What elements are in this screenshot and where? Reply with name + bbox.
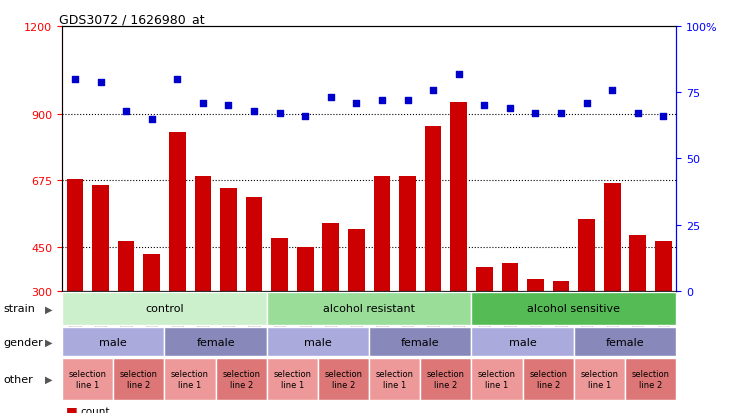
- Point: [273, 111, 285, 117]
- Bar: [578, 219, 595, 291]
- Bar: [629, 235, 646, 291]
- Bar: [246, 197, 262, 291]
- Bar: [471, 327, 574, 357]
- Text: female: female: [401, 337, 439, 347]
- Point: [222, 103, 234, 109]
- Text: male: male: [509, 337, 537, 347]
- Text: other: other: [4, 374, 34, 384]
- Bar: [67, 180, 83, 291]
- Point: [606, 87, 618, 94]
- Text: gender: gender: [4, 337, 43, 347]
- Point: [632, 111, 644, 117]
- Bar: [164, 358, 216, 400]
- Text: male: male: [99, 337, 127, 347]
- Bar: [62, 358, 113, 400]
- Bar: [267, 327, 369, 357]
- Text: selection
line 1: selection line 1: [376, 369, 414, 389]
- Bar: [297, 247, 314, 291]
- Bar: [113, 358, 164, 400]
- Bar: [267, 292, 471, 325]
- Bar: [194, 177, 211, 291]
- Bar: [369, 327, 471, 357]
- Bar: [169, 133, 186, 291]
- Point: [427, 87, 439, 94]
- Bar: [501, 263, 518, 291]
- Text: selection
line 2: selection line 2: [120, 369, 158, 389]
- Point: [376, 97, 387, 104]
- Bar: [655, 241, 672, 291]
- Text: male: male: [304, 337, 332, 347]
- Text: selection
line 2: selection line 2: [632, 369, 670, 389]
- Text: ▶: ▶: [45, 304, 53, 314]
- Bar: [553, 281, 569, 291]
- Point: [529, 111, 541, 117]
- Bar: [420, 358, 471, 400]
- Text: control: control: [145, 304, 183, 314]
- Text: count: count: [80, 406, 110, 413]
- Bar: [92, 185, 109, 291]
- Point: [300, 114, 311, 120]
- Point: [478, 103, 490, 109]
- Point: [120, 108, 132, 115]
- Text: selection
line 1: selection line 1: [580, 369, 618, 389]
- Bar: [574, 327, 676, 357]
- Bar: [318, 358, 369, 400]
- Bar: [574, 358, 625, 400]
- Text: ■: ■: [66, 404, 77, 413]
- Bar: [271, 238, 288, 291]
- Bar: [322, 223, 339, 291]
- Bar: [471, 358, 523, 400]
- Text: GDS3072 / 1626980_at: GDS3072 / 1626980_at: [59, 13, 205, 26]
- Bar: [164, 327, 267, 357]
- Point: [402, 97, 414, 104]
- Bar: [143, 254, 160, 291]
- Text: female: female: [606, 337, 644, 347]
- Bar: [118, 241, 135, 291]
- Point: [581, 100, 593, 107]
- Bar: [476, 268, 493, 291]
- Text: selection
line 1: selection line 1: [273, 369, 311, 389]
- Point: [351, 100, 363, 107]
- Bar: [374, 177, 390, 291]
- Bar: [62, 292, 267, 325]
- Bar: [216, 358, 267, 400]
- Text: ▶: ▶: [45, 337, 53, 347]
- Text: selection
line 2: selection line 2: [325, 369, 363, 389]
- Bar: [523, 358, 574, 400]
- Point: [145, 116, 158, 123]
- Text: strain: strain: [4, 304, 36, 314]
- Point: [658, 114, 670, 120]
- Text: female: female: [197, 337, 235, 347]
- Point: [197, 100, 209, 107]
- Bar: [527, 280, 544, 291]
- Text: selection
line 1: selection line 1: [478, 369, 516, 389]
- Text: selection
line 1: selection line 1: [69, 369, 107, 389]
- Bar: [425, 127, 442, 291]
- Bar: [369, 358, 420, 400]
- Point: [453, 71, 465, 78]
- Text: selection
line 2: selection line 2: [427, 369, 465, 389]
- Bar: [399, 177, 416, 291]
- Bar: [267, 358, 318, 400]
- Text: alcohol sensitive: alcohol sensitive: [527, 304, 621, 314]
- Text: selection
line 2: selection line 2: [529, 369, 567, 389]
- Bar: [604, 184, 621, 291]
- Text: ▶: ▶: [45, 374, 53, 384]
- Text: selection
line 1: selection line 1: [171, 369, 209, 389]
- Bar: [450, 103, 467, 291]
- Bar: [471, 292, 676, 325]
- Point: [325, 95, 336, 102]
- Point: [95, 79, 107, 85]
- Point: [171, 76, 183, 83]
- Bar: [348, 230, 365, 291]
- Text: alcohol resistant: alcohol resistant: [323, 304, 415, 314]
- Bar: [62, 327, 164, 357]
- Point: [69, 76, 81, 83]
- Text: selection
line 2: selection line 2: [222, 369, 260, 389]
- Point: [504, 105, 516, 112]
- Point: [556, 111, 567, 117]
- Bar: [625, 358, 676, 400]
- Bar: [220, 188, 237, 291]
- Point: [249, 108, 260, 115]
